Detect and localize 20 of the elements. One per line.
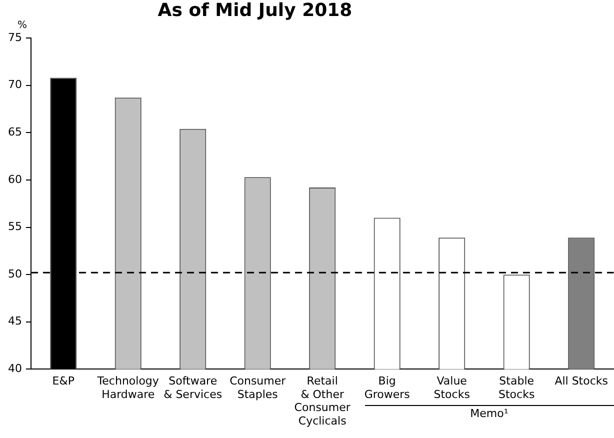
x-tick-label: Software & Services [164,374,222,401]
y-tick-label: 75 [8,30,22,44]
x-tick-label: Technology Hardware [96,374,160,401]
y-tick-label: 50 [8,267,22,280]
y-tick-label: 55 [8,220,22,234]
y-tick-label: 45 [8,314,22,328]
x-tick-label: All Stocks [554,374,608,388]
chart-title: As of Mid July 2018 [158,0,352,21]
y-tick-label: 70 [8,78,22,92]
y-tick-label: 60 [8,172,22,186]
text: Memo¹ [470,406,508,420]
y-tick-label: 65 [8,125,22,138]
x-tick-label: Big Growers [364,374,410,401]
x-tick-label: E&P [52,374,75,388]
x-tick-label: Retail & Other Consumer Cyclicals [294,374,351,428]
y-axis-title: % [17,20,27,31]
x-tick-label: Stable Stocks [498,374,535,401]
x-tick-label: Value Stocks [434,374,470,401]
x-tick-label: Consumer Staples [230,374,286,401]
y-tick-label: 40 [8,362,22,376]
